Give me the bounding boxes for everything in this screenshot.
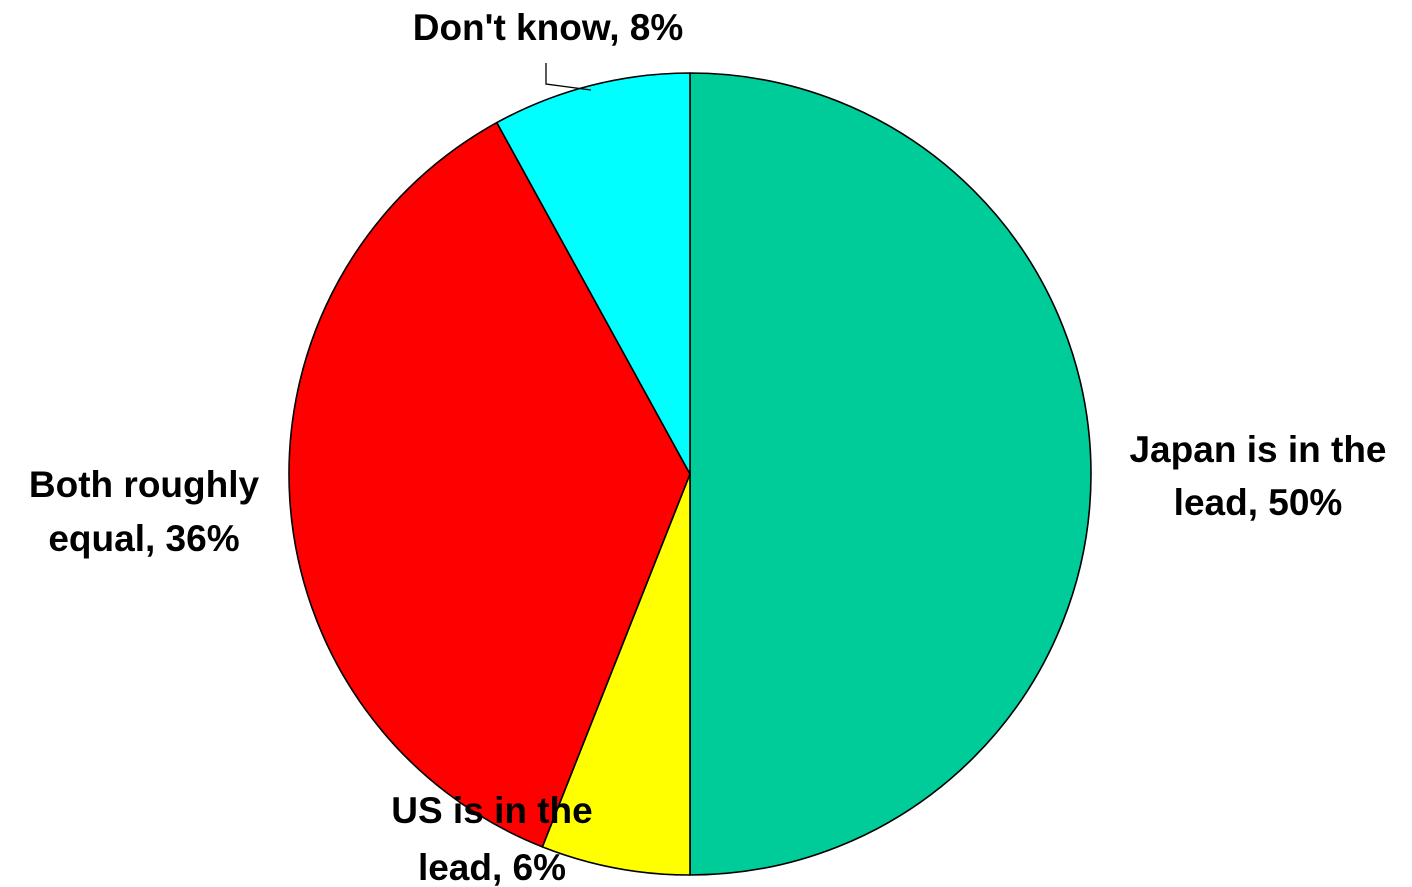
slice-label-japan-is-in-the-lead: Japan is in the lead, 50% [1129, 429, 1386, 523]
slice-label-line: Both roughly [29, 464, 260, 505]
slice-label-line: lead, 50% [1174, 482, 1343, 523]
slice-label-line: US is in the [391, 790, 592, 831]
slice-label-line: lead, 6% [418, 847, 566, 887]
leader-lines [546, 63, 591, 90]
leader-line-dont-know [546, 63, 591, 90]
pie-slice-japan-is-in-the-lead [690, 73, 1091, 875]
slice-label-line: equal, 36% [48, 518, 239, 559]
slice-label-line: Don't know, 8% [413, 7, 684, 48]
slice-label-don-t-know: Don't know, 8% [413, 7, 684, 48]
slice-label-both-roughly-equal: Both roughly equal, 36% [29, 464, 260, 559]
slice-label-line: Japan is in the [1129, 429, 1386, 470]
pie-slices [289, 73, 1091, 875]
